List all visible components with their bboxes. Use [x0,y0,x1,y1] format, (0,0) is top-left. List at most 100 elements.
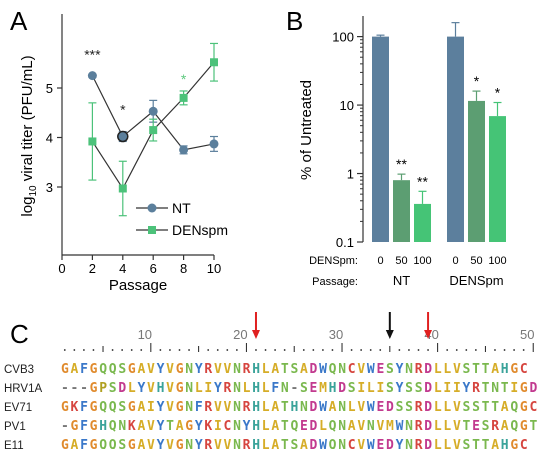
ruler-dot [465,349,468,351]
residue: V [224,362,232,377]
residue: I [443,381,451,396]
residue: N [233,438,241,449]
panel-a-x-tick-label: 8 [180,261,187,276]
position-arrowhead [251,330,260,339]
residue: T [482,400,490,415]
residue: L [367,381,375,396]
residue: D [529,381,537,396]
residue: Q [99,362,107,377]
residue: K [128,419,136,434]
residue: V [166,381,174,396]
ruler-dot [274,349,276,351]
ruler-dot [312,349,315,351]
residue: V [166,438,174,449]
dose-label: 100 [413,255,431,267]
residue: G [176,362,184,377]
legend-marker-NT [147,203,157,213]
ruler-dot [92,349,95,351]
residue: V [214,400,222,415]
residue: R [415,419,423,434]
residue: Y [157,400,165,415]
residue: V [224,438,232,449]
ruler-number: 10 [138,327,152,342]
residue: T [463,419,471,434]
data-point-DENspm [88,137,97,146]
residue: N [233,419,241,434]
dose-label: 100 [488,255,506,267]
residue: L [443,400,451,415]
residue: Q [109,400,117,415]
residue: L [262,362,270,377]
residue: S [463,438,471,449]
residue: D [424,438,432,449]
residue: N [233,362,241,377]
residue: C [520,438,528,449]
ruler-dot [302,349,305,351]
residue: S [290,438,298,449]
residue: D [424,362,432,377]
residue: G [90,400,98,415]
significance-marker: ** [396,156,407,172]
residue: L [195,381,203,396]
residue: Y [463,381,471,396]
residue: L [262,381,270,396]
residue: N [185,438,193,449]
residue: V [147,438,155,449]
residue: N [300,400,308,415]
residue: C [348,438,356,449]
residue: T [472,362,480,377]
residue: G [128,400,136,415]
dose-label: 0 [377,255,383,267]
residue: N [233,381,241,396]
bar-DENSpm-100 [489,116,506,242]
residue: G [185,419,193,434]
residue: T [482,362,490,377]
residue: M [319,381,327,396]
sequence-name: E11 [4,440,24,449]
residue: D [310,438,318,449]
residue: L [319,419,327,434]
residue: S [396,400,404,415]
residue: N [367,419,375,434]
residue: V [357,438,365,449]
residue: A [271,419,279,434]
panel-b-y-tick-label: 1 [347,167,354,182]
residue: D [338,381,346,396]
residue: H [99,419,107,434]
residue: G [128,438,136,449]
residue: A [300,362,308,377]
residue: N [281,381,289,396]
residue: Y [195,419,203,434]
residue: Q [329,438,337,449]
residue: Q [329,362,337,377]
residue: V [166,400,174,415]
bar-DENSpm-0 [447,36,464,243]
ruler-dot [188,349,190,351]
residue: W [396,419,404,434]
sequence-name: PV1 [4,421,26,433]
panel-label-b: B [286,6,303,36]
residue: S [482,419,490,434]
ruler-number: 20 [233,327,247,342]
residue: H [157,381,165,396]
residue: R [415,362,423,377]
data-point-NT [148,106,158,116]
residue: T [501,381,509,396]
data-point-DENspm [118,184,127,193]
panel-label-a: A [10,6,28,36]
residue: Y [137,381,145,396]
significance-marker: * [120,102,126,118]
ruler-dot [130,349,133,351]
residue: Y [214,381,222,396]
residue: A [71,362,79,377]
residue: T [482,381,490,396]
residue: G [61,362,69,377]
ruler-dot [235,349,238,351]
residue: A [137,419,145,434]
residue: S [415,381,423,396]
residue: V [214,362,222,377]
residue: T [281,438,289,449]
residue: Y [243,419,251,434]
